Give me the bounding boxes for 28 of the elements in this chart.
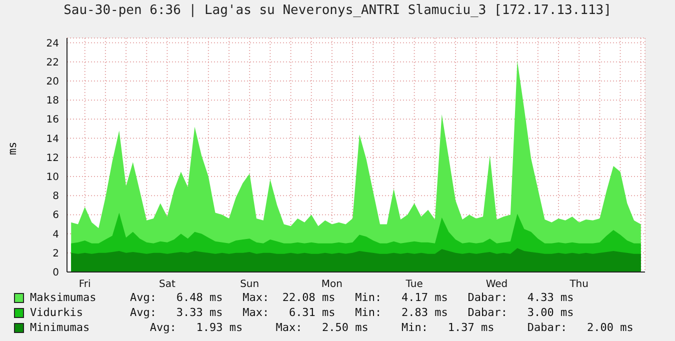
x-tick-label: Tue (404, 279, 423, 290)
chart-title: Sau-30-pen 6:36 | Lag'as su Neveronys_ANTRI Slamuciu_3 [172.17.13.113] (62, 3, 612, 18)
y-tick-label: 18 (46, 96, 59, 107)
y-tick-label: 0 (52, 268, 59, 279)
y-tick-label: 12 (46, 152, 59, 164)
y-tick-label: 14 (46, 134, 59, 145)
y-tick-label: 8 (52, 191, 59, 202)
y-tick-label: 20 (46, 76, 59, 88)
x-tick-label: Fri (78, 279, 91, 290)
text: Avg: 1.93 ms Max: 2.50 ms Min: 1.37 ms Dabar: 2.00 ms (148, 320, 634, 335)
x-tick-label: Mon (321, 279, 343, 290)
x-tick-label: Wed (486, 279, 508, 290)
text: Avg: 3.33 ms Max: 6.31 ms Min: 2.83 ms Dabar: 3.00 ms (130, 305, 574, 320)
legend-label: Minimumas (30, 320, 91, 335)
y-tick-label: 4 (52, 229, 59, 240)
legend-label: Vidurkis (30, 305, 84, 320)
x-tick-label: Thu (568, 279, 588, 290)
y-tick-label: 22 (46, 57, 59, 68)
y-axis-title: ms (6, 142, 19, 155)
x-tick-label: Sun (240, 279, 260, 290)
legend-label: Maksimumas (30, 290, 98, 305)
y-tick-label: 16 (46, 114, 59, 126)
y-tick-label: 24 (46, 38, 59, 50)
y-tick-label: 6 (52, 210, 59, 222)
y-tick-label: 10 (46, 172, 59, 184)
y-tick-label: 2 (52, 248, 59, 260)
text: Avg: 6.48 ms Max: 22.08 ms Min: 4.17 ms Dabar: 4.33 ms (130, 290, 574, 305)
x-tick-label: Sat (159, 279, 176, 290)
